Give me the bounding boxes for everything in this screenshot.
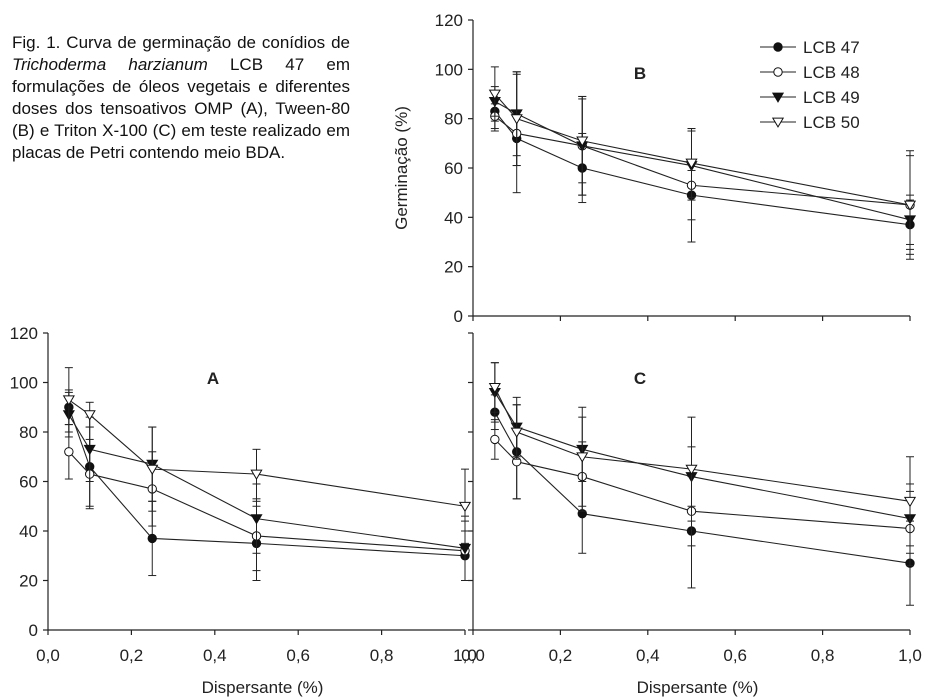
series-line <box>68 399 466 507</box>
data-point <box>685 158 698 169</box>
series-line <box>494 392 911 520</box>
y-tick-label: 0 <box>454 307 463 326</box>
y-tick-label: 20 <box>19 572 38 591</box>
y-tick-label: 60 <box>19 473 38 492</box>
legend-marker <box>771 92 785 103</box>
caption-text-end: LCB 47 em formulações de óleos vegetais … <box>12 55 350 162</box>
y-tick-label: 40 <box>19 522 38 541</box>
data-point <box>903 496 917 508</box>
data-point <box>64 447 74 457</box>
data-point <box>510 427 523 438</box>
series-line <box>68 451 466 552</box>
x-tick-label: 0,2 <box>549 646 573 665</box>
chart-legend: LCB 47 LCB 48 LCB 49 LCB 50 <box>760 38 860 132</box>
x-tick-label: 0,0 <box>36 646 60 665</box>
caption-text-start: Fig. 1. Curva de germinação de conídios … <box>12 33 350 52</box>
y-tick-label: 120 <box>10 324 38 343</box>
x-axis-title: Dispersante (%) <box>637 678 759 697</box>
y-tick-label: 100 <box>435 60 463 79</box>
data-point <box>250 469 263 481</box>
series-lcb-50 <box>488 362 917 547</box>
legend-label: LCB 48 <box>803 63 860 82</box>
data-point <box>510 114 523 125</box>
data-point <box>903 200 917 211</box>
y-tick-label: 60 <box>444 159 463 178</box>
data-point <box>490 434 500 445</box>
x-tick-label: 0,2 <box>120 646 144 665</box>
series-line <box>68 407 466 557</box>
x-tick-label: 0,6 <box>723 646 747 665</box>
data-point <box>83 444 96 456</box>
series-lcb-50 <box>488 66 917 255</box>
data-point <box>576 452 589 463</box>
series-lcb-48 <box>64 424 470 581</box>
panel-label: A <box>207 369 219 388</box>
chart-panel-a: 0 20 40 60 80 100 120 0,0 0,2 0,4 0,6 0,8 1,0 Dispers… <box>10 324 477 697</box>
series-lcb-47 <box>490 394 915 606</box>
x-tick-label: 0,6 <box>286 646 310 665</box>
data-point <box>147 533 157 544</box>
y-tick-label: 20 <box>444 258 463 277</box>
x-tick-label: 0,0 <box>461 646 485 665</box>
y-tick-label: 0 <box>29 621 38 640</box>
chart-panel-c: 0,0 0,2 0,4 0,6 0,8 1,0 Dispersante (%) C <box>461 332 922 697</box>
data-point <box>146 464 159 476</box>
data-point <box>488 89 501 100</box>
legend-label: LCB 47 <box>803 38 860 57</box>
series-lcb-47 <box>64 389 470 581</box>
data-point <box>250 514 263 525</box>
x-tick-label: 1,0 <box>453 646 477 665</box>
y-axis-title: Germinação (%) <box>392 106 411 230</box>
legend-marker <box>773 67 783 77</box>
legend-marker <box>773 42 783 52</box>
chart-panel-b: 0 20 40 60 80 100 120 Germinação (%) B <box>392 11 917 326</box>
data-point <box>685 464 698 476</box>
y-tick-label: 80 <box>19 423 38 442</box>
figure-caption: Fig. 1. Curva de germinação de conídios … <box>12 32 350 164</box>
x-tick-label: 0,8 <box>370 646 394 665</box>
data-point <box>458 501 472 513</box>
x-tick-label: 0,4 <box>203 646 227 665</box>
series-line <box>68 414 466 549</box>
y-tick-label: 40 <box>444 208 463 227</box>
x-tick-label: 1,0 <box>898 646 922 665</box>
data-point <box>488 383 501 394</box>
data-point <box>62 395 75 406</box>
panel-label: C <box>634 369 646 388</box>
series-line <box>494 411 911 564</box>
caption-species: Trichoderma harzianum <box>12 55 208 74</box>
legend-label: LCB 50 <box>803 113 860 132</box>
series-lcb-50 <box>62 367 472 544</box>
legend-label: LCB 49 <box>803 88 860 107</box>
y-tick-label: 100 <box>10 374 38 393</box>
x-tick-label: 0,4 <box>636 646 660 665</box>
panel-label: B <box>634 64 646 83</box>
series-lcb-49 <box>488 362 917 554</box>
y-tick-label: 80 <box>444 110 463 129</box>
data-point <box>458 543 472 555</box>
y-tick-label: 120 <box>435 11 463 30</box>
x-axis-title: Dispersante (%) <box>202 678 324 697</box>
legend-marker <box>771 117 785 128</box>
x-tick-label: 0,8 <box>811 646 835 665</box>
series-line <box>494 439 911 530</box>
series-line <box>494 93 911 206</box>
series-line <box>494 387 911 502</box>
data-point <box>83 410 96 421</box>
data-point <box>576 136 589 147</box>
